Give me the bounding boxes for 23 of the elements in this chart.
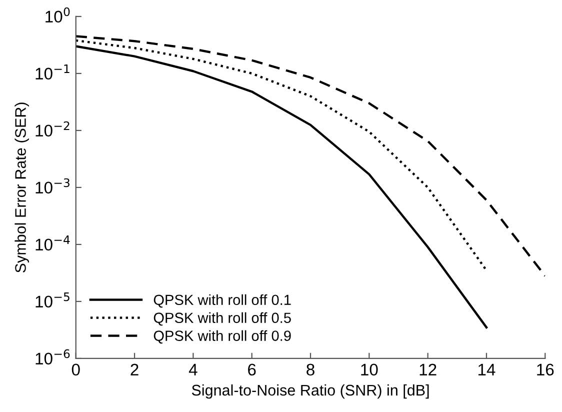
y-tick-label: 10$^{−3}$ [36, 178, 70, 194]
legend-label: QPSK with roll off 0.1 [154, 294, 291, 308]
x-axis-title: Signal-to-Noise Ratio (SNR) in [dB] [192, 384, 429, 399]
x-tick-label: 10 [361, 364, 378, 376]
y-tick-label: 10$^{−2}$ [36, 121, 70, 137]
x-tick-label: 2 [130, 364, 138, 376]
y-axis-title: Symbol Error Rate (SER) [14, 102, 29, 273]
y-tick-label: 10$^{−4}$ [36, 235, 70, 251]
x-tick-label: 16 [537, 364, 554, 376]
x-tick-label: 0 [72, 364, 80, 376]
y-tick-label: 10$^{−6}$ [36, 349, 70, 365]
x-tick-label: 8 [306, 364, 314, 376]
x-tick-label: 12 [420, 364, 436, 376]
legend-label: QPSK with roll off 0.9 [154, 330, 291, 344]
line-series [76, 35, 546, 278]
x-tick-label: 4 [188, 364, 198, 376]
y-tick-label: 10$^{−1}$ [36, 64, 70, 80]
y-tick-label: 10$^{0}$ [46, 7, 70, 23]
x-tick-label: 14 [478, 364, 496, 376]
x-tick-label: 6 [248, 364, 256, 376]
y-tick-label: 10$^{−5}$ [36, 292, 70, 308]
legend-label: QPSK with roll off 0.5 [154, 312, 291, 326]
line-series [76, 45, 488, 329]
